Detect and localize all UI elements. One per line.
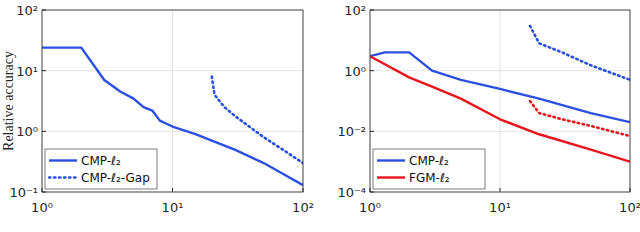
series-line xyxy=(370,52,630,122)
tick xyxy=(500,188,501,192)
legend-label: CMP-ℓ₂ xyxy=(81,154,121,168)
subplot: 10⁰ 10¹ 10² 10⁻⁴ 10⁻² 10⁰ 10² CMP-ℓ₂ FGM-ℓ₂ xyxy=(337,3,640,215)
grid-line xyxy=(370,70,630,71)
series-group xyxy=(42,48,303,185)
tick-label: 10² xyxy=(344,3,366,18)
axis-label: Relative accuracy xyxy=(1,51,16,151)
grid-line xyxy=(42,70,303,71)
legend-label: FGM-ℓ₂ xyxy=(409,171,450,185)
tick-label: 10⁰ xyxy=(344,64,366,79)
tick-label: 10⁻¹ xyxy=(9,185,38,200)
tick-label: 10⁻² xyxy=(337,124,366,139)
grid-line xyxy=(500,10,501,192)
tick-label: 10⁰ xyxy=(16,124,38,139)
tick xyxy=(42,131,46,132)
tick-label: 10¹ xyxy=(162,200,184,215)
frame xyxy=(42,10,303,192)
plot-area xyxy=(370,10,630,192)
tick xyxy=(172,188,173,192)
tick-label: 10² xyxy=(16,3,38,18)
series-line xyxy=(530,101,630,136)
tick-label: 10¹ xyxy=(489,200,511,215)
legend-swatch xyxy=(377,159,405,161)
tick xyxy=(370,131,374,132)
frame xyxy=(370,10,630,192)
legend-swatch xyxy=(49,176,77,178)
legend: CMP-ℓ₂ CMP-ℓ₂-Gap xyxy=(45,149,157,189)
series-group xyxy=(370,26,630,162)
tick-label: 10⁰ xyxy=(31,200,53,215)
tick xyxy=(42,70,46,71)
legend-box xyxy=(373,149,485,189)
grid-line xyxy=(42,131,303,132)
series-line xyxy=(42,48,303,185)
grid-line xyxy=(370,131,630,132)
legend-label: CMP-ℓ₂-Gap xyxy=(81,171,150,185)
legend-label: CMP-ℓ₂ xyxy=(409,154,449,168)
tick-label: 10⁰ xyxy=(359,200,381,215)
legend-box xyxy=(45,149,157,189)
series-line xyxy=(212,77,303,164)
tick-label: 10¹ xyxy=(16,64,38,79)
subplot: 10⁰10¹10²10⁻¹10⁰10¹10²Relative accuracyC… xyxy=(1,3,314,215)
plot-area xyxy=(42,10,303,192)
legend-swatch xyxy=(49,159,77,161)
series-line xyxy=(370,56,630,161)
grid-line xyxy=(172,10,173,192)
figure: 10⁰10¹10²10⁻¹10⁰10¹10²Relative accuracyC… xyxy=(0,0,640,232)
series-line xyxy=(530,26,630,80)
legend: CMP-ℓ₂ FGM-ℓ₂ xyxy=(373,149,485,189)
tick-label: 10⁻⁴ xyxy=(337,185,366,200)
tick-label: 10² xyxy=(292,200,314,215)
legend-swatch xyxy=(377,176,405,178)
tick-label: 10² xyxy=(619,200,640,215)
tick xyxy=(370,70,374,71)
